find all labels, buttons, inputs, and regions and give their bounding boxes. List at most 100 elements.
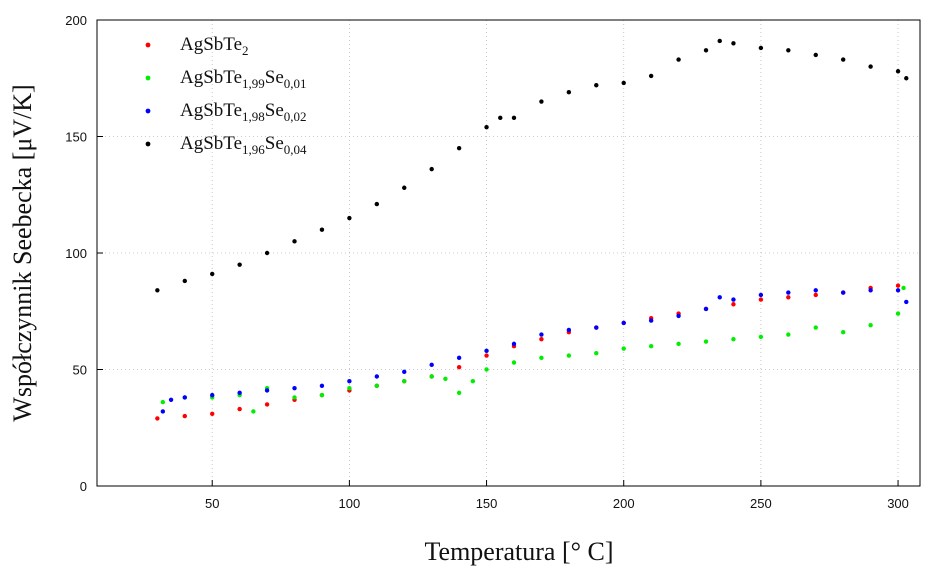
data-point <box>155 416 160 421</box>
data-point <box>813 288 818 293</box>
data-point <box>717 295 722 300</box>
data-point <box>895 283 901 288</box>
data-point <box>374 374 380 379</box>
data-point <box>484 348 489 354</box>
data-point <box>904 76 909 81</box>
data-point <box>155 288 160 293</box>
data-point <box>786 295 791 300</box>
data-point <box>868 64 873 69</box>
data-point <box>566 353 572 358</box>
data-point <box>264 250 270 256</box>
data-point <box>648 344 654 349</box>
y-axis-title: Współczynnik Seebecka [μV/K] <box>8 84 37 421</box>
series-2-points <box>160 288 909 414</box>
legend-label: AgSbTe2 <box>180 34 249 58</box>
grid <box>97 19 920 487</box>
legend-formula-base: AgSbTe <box>180 133 242 154</box>
series-3-points <box>155 38 909 293</box>
data-point <box>237 406 242 412</box>
data-point <box>160 409 166 414</box>
legend-label: AgSbTe1,96Se0,04 <box>180 133 307 157</box>
data-point <box>264 402 270 407</box>
data-point <box>292 385 297 391</box>
legend-formula-base: AgSbTe <box>180 100 242 121</box>
data-point <box>160 399 166 405</box>
data-point <box>703 48 709 53</box>
x-tick-label: 150 <box>476 496 498 511</box>
y-tick-label: 150 <box>65 130 87 145</box>
data-point <box>594 350 599 356</box>
legend-formula-subscript: 1,98 <box>242 109 265 124</box>
data-point <box>347 378 352 384</box>
legend-marker <box>145 75 151 81</box>
data-point <box>374 383 380 389</box>
data-point <box>731 41 736 46</box>
x-tick-label: 100 <box>339 496 361 511</box>
data-point <box>374 201 380 207</box>
data-point <box>895 288 901 293</box>
legend-formula-subscript: 1,99 <box>242 76 265 91</box>
data-point <box>895 311 901 316</box>
data-point <box>539 99 544 104</box>
data-point <box>210 271 215 277</box>
data-point <box>786 332 791 337</box>
data-point <box>566 90 572 95</box>
data-point <box>703 339 709 344</box>
data-point <box>758 292 764 298</box>
data-point <box>456 390 462 395</box>
data-point <box>621 80 626 86</box>
data-point <box>484 367 489 372</box>
data-point <box>731 302 736 307</box>
x-tick-label: 200 <box>613 496 635 511</box>
x-tick-label: 300 <box>887 496 909 511</box>
legend-formula-subscript: 1,96 <box>242 142 265 157</box>
data-point <box>319 392 325 398</box>
data-point <box>429 166 434 172</box>
legend-formula-mid: Se <box>265 67 284 88</box>
data-points <box>155 38 909 421</box>
data-point <box>470 378 476 384</box>
data-point <box>292 395 297 400</box>
x-tick-label: 50 <box>205 496 219 511</box>
data-point <box>182 278 187 284</box>
data-point <box>717 38 722 44</box>
data-point <box>539 337 544 342</box>
legend-formula-subscript2: 0,02 <box>284 109 307 124</box>
data-point <box>511 360 517 365</box>
data-point <box>237 262 242 267</box>
data-point <box>539 332 544 337</box>
legend-formula-base: AgSbTe <box>180 34 242 55</box>
data-point <box>429 362 434 368</box>
data-point <box>456 355 462 361</box>
data-point <box>621 346 626 351</box>
data-point <box>511 341 517 347</box>
legend-formula-subscript2: 0,04 <box>284 142 307 157</box>
data-point <box>319 383 325 389</box>
data-point <box>402 378 407 384</box>
legend: AgSbTe2AgSbTe1,99Se0,01AgSbTe1,98Se0,02A… <box>145 34 307 157</box>
y-tick-label: 100 <box>65 246 87 261</box>
data-point <box>264 388 270 393</box>
data-point <box>648 73 654 79</box>
data-point <box>648 318 654 323</box>
data-point <box>895 69 901 74</box>
legend-marker <box>145 42 151 48</box>
data-point <box>840 57 846 62</box>
legend-marker <box>145 141 151 147</box>
data-point <box>402 369 407 375</box>
y-axis-ticks: 0 50 100 150 200 <box>65 13 103 494</box>
data-point <box>868 323 873 328</box>
x-axis-ticks: 50 100 150 200 250 300 <box>205 480 909 511</box>
data-point <box>813 325 818 330</box>
data-point <box>758 45 764 51</box>
y-tick-label: 0 <box>80 479 87 494</box>
x-axis-title: Temperatura [° C] <box>424 537 613 566</box>
data-point <box>251 409 256 414</box>
data-point <box>786 290 791 295</box>
data-point <box>813 52 818 58</box>
data-point <box>901 285 906 291</box>
data-point <box>402 185 407 190</box>
data-point <box>182 395 187 400</box>
